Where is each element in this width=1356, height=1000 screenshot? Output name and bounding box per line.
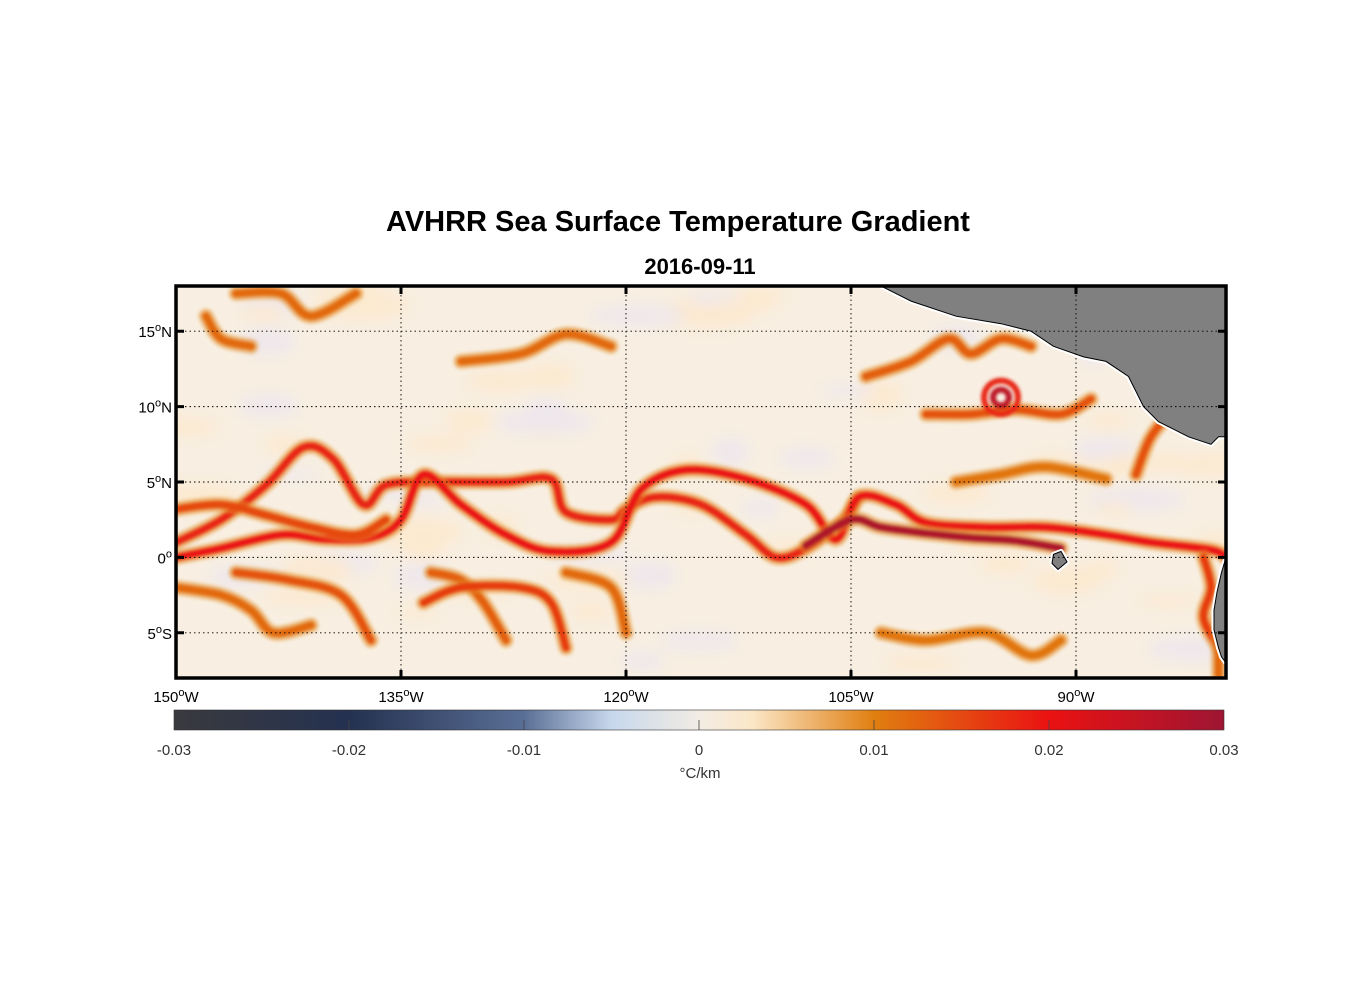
colorbar-tick-label: 0.03: [1209, 742, 1238, 759]
lon-label: 105oW: [828, 687, 874, 706]
front-layer: [176, 286, 1226, 678]
lat-label: 0o: [158, 548, 172, 567]
lat-label: 5oS: [148, 624, 172, 643]
texture-blob: [570, 603, 613, 620]
chart-title: AVHRR Sea Surface Temperature Gradient: [386, 206, 970, 238]
longitude-labels: 150oW 135oW 120oW 105oW 90oW: [153, 687, 1095, 706]
map-background: [176, 286, 1226, 678]
front-band: [862, 334, 1035, 381]
colorbar-tick-label: -0.01: [507, 742, 541, 759]
texture-blob: [1085, 413, 1133, 429]
texture-blob: [922, 481, 990, 504]
texture-blob: [732, 286, 785, 304]
colorbar-tick-label: 0.01: [859, 742, 888, 759]
lat-label: 15oN: [138, 322, 172, 341]
texture-blob: [176, 417, 219, 437]
lat-label: 10oN: [138, 398, 172, 417]
front-band: [176, 500, 390, 539]
lon-label: 90oW: [1058, 687, 1096, 706]
texture-blob: [496, 408, 595, 436]
texture-blob: [620, 651, 665, 670]
latitude-labels: 15oN 10oN 5oN 0o 5oS: [138, 322, 172, 643]
texture-blob: [467, 370, 534, 392]
lat-label: 5oN: [147, 473, 172, 492]
texture-blob: [661, 631, 739, 651]
texture-blob: [711, 437, 750, 466]
lon-label: 120oW: [603, 687, 649, 706]
texture-blob: [778, 447, 835, 469]
front-band: [1199, 553, 1223, 652]
colorbar-tick-label: -0.03: [157, 742, 191, 759]
front-band: [176, 465, 1226, 562]
texture-blob: [406, 435, 473, 452]
texture-blob: [445, 408, 493, 434]
front-band: [802, 515, 1065, 553]
texture-blob: [1031, 566, 1102, 595]
texture-blob: [1139, 594, 1199, 607]
texture-blob: [884, 654, 957, 672]
colorbar-tick-label: 0: [695, 742, 703, 759]
texture-blob: [524, 363, 575, 390]
front-band: [562, 568, 630, 637]
eddy-ring-outer: [981, 377, 1021, 418]
front-band: [202, 312, 255, 351]
colorbar-tick-label: 0.02: [1034, 742, 1063, 759]
texture-blob: [241, 304, 285, 321]
colorbar-unit-label: °C/km: [680, 765, 721, 782]
colorbar-ticks: -0.03 -0.02 -0.01 0 0.01 0.02 0.03: [157, 720, 1239, 759]
front-band: [952, 462, 1110, 486]
front-band: [232, 568, 375, 645]
texture-blob: [819, 385, 875, 397]
coastline-galapagos: [1051, 550, 1068, 571]
texture-blob: [623, 561, 677, 590]
texture-blob: [1096, 502, 1133, 516]
colorbar-tick-label: -0.02: [332, 742, 366, 759]
front-band: [232, 287, 360, 321]
texture-blob: [741, 499, 780, 518]
colorbar: -0.03 -0.02 -0.01 0 0.01 0.02 0.03 °C/km: [157, 709, 1239, 782]
front-band: [457, 330, 615, 366]
tick-marks: [174, 286, 1226, 678]
lon-label: 150oW: [153, 687, 199, 706]
front-band: [176, 442, 863, 562]
texture-blob: [238, 394, 299, 418]
texture-blob: [981, 552, 1031, 575]
lon-label: 135oW: [378, 687, 424, 706]
texture-blob: [589, 305, 688, 327]
front-band: [419, 581, 570, 652]
texture-blob: [712, 300, 775, 314]
texture-blob: [1147, 636, 1226, 662]
coastline-central-america: [880, 286, 1226, 445]
texture-blob: [396, 606, 439, 617]
eddy-ring: [990, 386, 1012, 409]
chart-subtitle: 2016-09-11: [644, 254, 756, 279]
